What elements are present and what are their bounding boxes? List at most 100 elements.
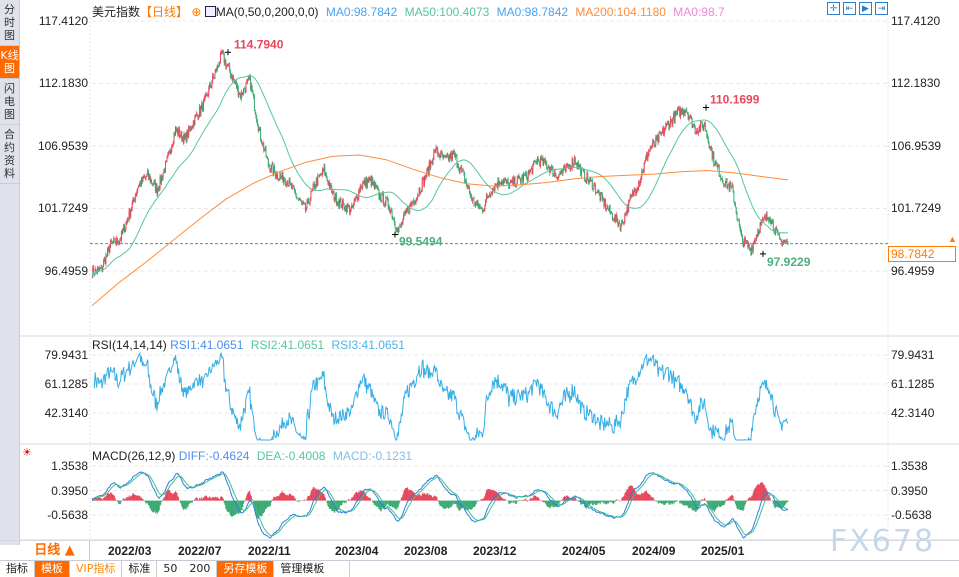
- candle-body: [198, 116, 200, 119]
- candle-body: [536, 161, 538, 165]
- candle: [451, 150, 453, 163]
- candle: [291, 183, 292, 190]
- candle: [513, 175, 514, 187]
- candle: [771, 220, 773, 225]
- candle: [374, 182, 376, 190]
- tab-kline[interactable]: K线图: [0, 46, 19, 79]
- candle-body: [557, 175, 559, 180]
- candle: [678, 105, 680, 112]
- candle: [516, 175, 518, 185]
- candle-body: [782, 242, 784, 246]
- candle-body: [723, 183, 725, 186]
- candle-body: [410, 203, 412, 205]
- candle: [246, 79, 248, 84]
- candle-body: [530, 169, 531, 172]
- candle: [748, 243, 750, 251]
- candle-body: [168, 150, 170, 152]
- vip-indicator-button[interactable]: VIP指标: [70, 561, 123, 577]
- candle: [225, 59, 227, 70]
- candle-body: [321, 174, 323, 176]
- candle-body: [664, 129, 666, 131]
- standard-button[interactable]: 标准: [122, 561, 158, 577]
- candle-body: [638, 181, 640, 189]
- candle-body: [462, 169, 464, 172]
- candle-body: [601, 193, 603, 194]
- candle-body: [303, 202, 305, 204]
- price-tick-label: 106.9539: [891, 138, 942, 153]
- candle-body: [377, 187, 379, 190]
- candle-body: [206, 93, 207, 95]
- candle: [506, 179, 507, 185]
- candle: [420, 189, 422, 193]
- template-button[interactable]: 模板: [35, 561, 70, 577]
- candle: [274, 170, 276, 179]
- candle-body: [732, 184, 734, 192]
- candle-body: [397, 228, 398, 232]
- candle: [240, 89, 242, 102]
- candle-body: [552, 167, 554, 177]
- candle-body: [148, 170, 149, 178]
- period-selector[interactable]: 日线 ▲: [20, 541, 90, 561]
- candle-body: [319, 174, 321, 177]
- tab-flash[interactable]: 闪电图: [0, 79, 19, 125]
- ma-chart-icon[interactable]: [204, 6, 216, 17]
- tab-contract-info[interactable]: 合约资料: [0, 125, 19, 184]
- candle: [151, 179, 152, 185]
- ma50-button[interactable]: 50: [163, 562, 178, 575]
- candle-body: [371, 178, 373, 186]
- save-template-button[interactable]: 另存模板: [217, 561, 275, 577]
- candle-body: [347, 204, 349, 207]
- candle: [530, 169, 531, 173]
- candle-body: [605, 208, 607, 209]
- play-icon[interactable]: ▶: [859, 2, 872, 15]
- candle: [662, 126, 664, 134]
- candle: [671, 119, 673, 128]
- candle-body: [394, 223, 396, 228]
- candle-body: [301, 201, 303, 203]
- candle: [677, 106, 679, 111]
- tab-timeshare[interactable]: 分时图: [0, 0, 19, 46]
- candle-body: [326, 177, 328, 181]
- candle-body: [120, 239, 122, 241]
- candle: [674, 110, 676, 124]
- candle: [408, 212, 410, 215]
- candle: [277, 172, 279, 181]
- candle-body: [477, 200, 479, 206]
- candle: [603, 198, 605, 209]
- candle-body: [349, 205, 350, 213]
- candle: [492, 187, 494, 190]
- candle-body: [345, 205, 347, 211]
- candle: [226, 63, 228, 67]
- candle-body: [487, 196, 489, 198]
- candle: [676, 110, 678, 116]
- ma200-button[interactable]: 200: [183, 561, 218, 577]
- candle-body: [335, 193, 337, 200]
- candle-body: [751, 246, 753, 255]
- candle: [275, 173, 277, 180]
- date-tick-label: 2022/03: [108, 544, 152, 558]
- candle: [656, 135, 657, 142]
- candle-body: [329, 182, 331, 189]
- candle-body: [350, 207, 352, 211]
- candle: [532, 163, 534, 175]
- candle-body: [322, 168, 323, 175]
- candle: [354, 197, 356, 202]
- alert-icon[interactable]: ☀: [22, 447, 32, 459]
- scroll-up-icon[interactable]: ▲: [948, 234, 957, 244]
- indicator-button[interactable]: 指标: [0, 561, 35, 577]
- candle-body: [490, 193, 492, 196]
- candle-body: [182, 137, 183, 141]
- candle-body: [452, 152, 454, 154]
- zoom-range-icon[interactable]: ⇤: [843, 2, 856, 15]
- candle: [743, 241, 745, 249]
- settings-icon[interactable]: ⊕: [191, 5, 202, 19]
- candle-body: [731, 186, 732, 187]
- candle: [333, 190, 335, 202]
- manage-template-button[interactable]: 管理模板: [274, 561, 351, 577]
- ma-params[interactable]: MA(0,50,0,200,0,0): [215, 5, 319, 19]
- candle-body: [491, 193, 493, 195]
- move-end-icon[interactable]: ⇥: [875, 2, 888, 15]
- candle-body: [150, 179, 152, 182]
- crosshair-icon[interactable]: ✛: [827, 2, 840, 15]
